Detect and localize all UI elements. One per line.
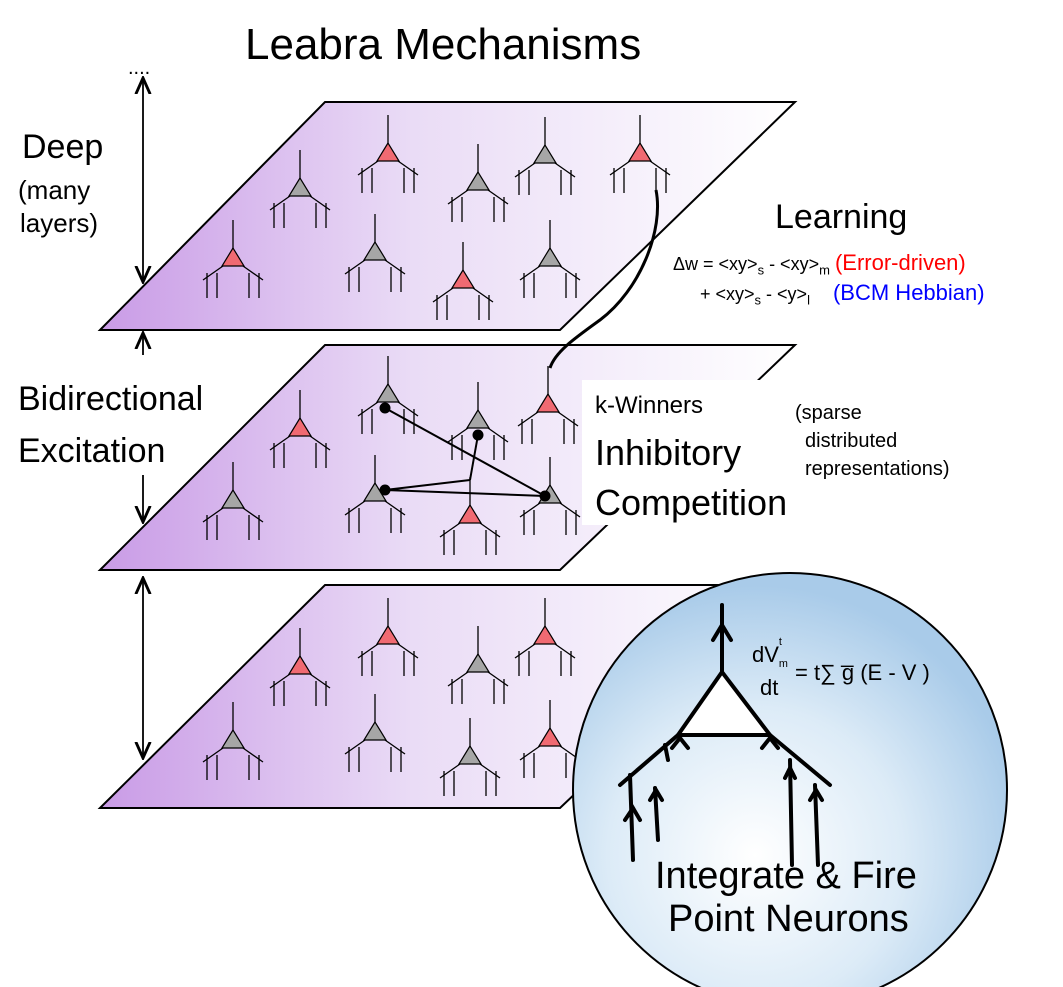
active-neuron xyxy=(609,115,671,193)
page-title: Leabra Mechanisms xyxy=(245,20,642,69)
active-neuron xyxy=(202,220,264,298)
bidirectional-label-1: Bidirectional xyxy=(18,380,204,418)
inactive-neuron xyxy=(202,702,264,780)
kwta-line-2: Inhibitory xyxy=(595,432,742,473)
bidirectional-label-2: Excitation xyxy=(18,432,166,470)
eq1-sub-m: m xyxy=(819,262,830,278)
inactive-neuron xyxy=(447,626,509,704)
active-neuron xyxy=(357,598,419,676)
deep-sub-2: layers) xyxy=(20,208,99,238)
layer-top xyxy=(97,101,798,331)
kwta-line-3: Competition xyxy=(595,482,788,523)
eq-dv-sup: t xyxy=(778,636,782,648)
deep-sub-1: (many xyxy=(18,175,91,205)
kwta-note-1: (sparse xyxy=(795,402,862,424)
eq2-sub-s: s xyxy=(754,292,762,308)
kwta-note-2: distributed xyxy=(805,430,898,452)
active-neuron xyxy=(432,242,494,320)
hebbian-tag: (BCM Hebbian) xyxy=(832,280,985,305)
inactive-neuron xyxy=(344,214,406,292)
eq2-prefix: + <xy> xyxy=(700,284,755,304)
learning-title: Learning xyxy=(775,198,908,236)
active-neuron xyxy=(269,628,331,706)
inactive-neuron xyxy=(269,150,331,228)
inactive-neuron xyxy=(357,356,419,434)
active-neuron xyxy=(514,598,576,676)
active-neuron xyxy=(439,477,501,555)
active-neuron xyxy=(517,366,579,444)
inhibitory-connections xyxy=(379,402,551,502)
kwta-backdrop xyxy=(582,380,762,525)
eq-dv: dV xyxy=(752,642,779,667)
neuron-eq-lhs-top: dV t m xyxy=(752,636,788,670)
neuron-group xyxy=(202,115,671,796)
eq2-sub-l: l xyxy=(807,292,810,308)
inter-layer-axon xyxy=(548,189,659,369)
big-neuron xyxy=(618,603,832,867)
neuron-eq-lhs-bottom: dt xyxy=(760,675,779,700)
eq-dv-sub: m xyxy=(778,658,788,670)
neuron-eq-rhs: = t∑ g̅ (E - V ) xyxy=(795,660,930,685)
inactive-neuron xyxy=(439,718,501,796)
deep-label: Deep xyxy=(22,128,104,166)
ellipsis-text: .... xyxy=(128,57,151,79)
inactive-neuron xyxy=(202,462,264,540)
learning-eq-2: + <xy>s - <y>l (BCM Hebbian) xyxy=(700,280,985,308)
eq1-sub-s: s xyxy=(757,262,765,278)
eq1-prefix: Δw = <xy> xyxy=(673,254,758,274)
error-driven-tag: (Error-driven) xyxy=(834,250,966,275)
eq2-mid: - <y> xyxy=(761,284,808,304)
kwta-line-1: k-Winners xyxy=(595,392,704,419)
inactive-neuron xyxy=(447,144,509,222)
eq1-mid: - <xy> xyxy=(764,254,820,274)
learning-eq-1: Δw = <xy>s - <xy>m (Error-driven) xyxy=(673,250,966,278)
inactive-neuron xyxy=(344,694,406,772)
active-neuron xyxy=(357,115,419,193)
neuron-caption-2: Point Neurons xyxy=(668,898,909,940)
inactive-neuron xyxy=(447,382,509,460)
neuron-caption-1: Integrate & Fire xyxy=(655,855,917,897)
inactive-neuron xyxy=(514,117,576,195)
inactive-neuron xyxy=(519,220,581,298)
active-neuron xyxy=(269,390,331,468)
kwta-note-3: representations) xyxy=(805,458,950,480)
